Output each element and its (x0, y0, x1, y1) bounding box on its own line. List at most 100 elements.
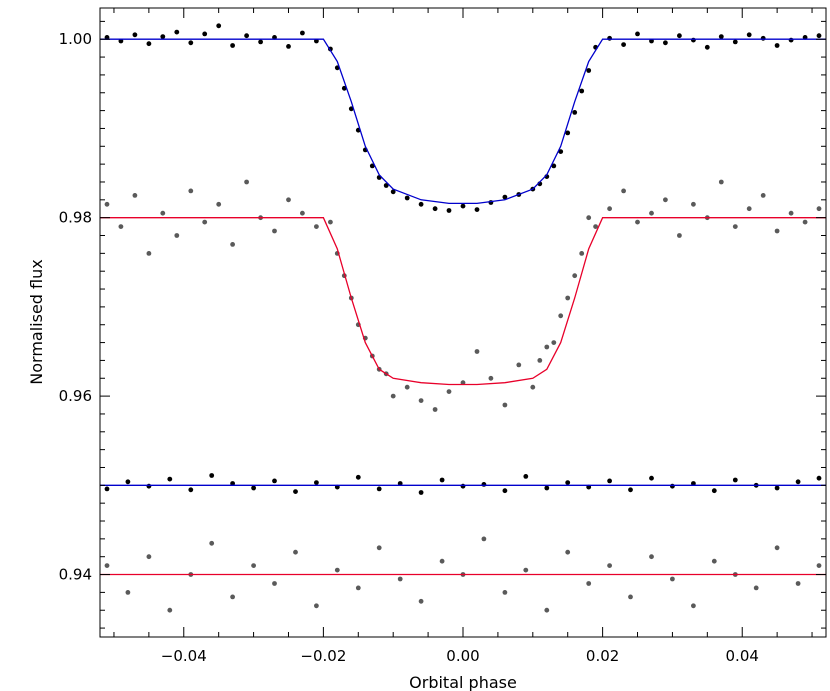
data-point (328, 219, 333, 225)
x-tick-label: 0.02 (586, 647, 619, 665)
y-tick-label: 0.94 (59, 566, 92, 584)
data-point (390, 189, 396, 195)
data-point (816, 206, 822, 212)
data-point (621, 188, 626, 194)
data-point (300, 210, 305, 216)
model-curve-1 (100, 38, 826, 205)
data-point (746, 32, 752, 38)
data-point (621, 42, 626, 47)
data-point (711, 558, 717, 564)
data-point (216, 201, 222, 207)
data-point (628, 594, 633, 600)
data-point (565, 480, 571, 485)
data-point (314, 224, 319, 230)
data-point (230, 242, 236, 247)
data-point (314, 480, 319, 485)
data-point (502, 402, 508, 408)
data-point (132, 193, 138, 198)
data-point (481, 536, 487, 542)
data-point (314, 603, 319, 609)
data-point (376, 486, 382, 492)
data-point (104, 201, 110, 207)
data-point (369, 163, 375, 169)
data-point (439, 558, 445, 564)
model-curve-3 (100, 217, 826, 386)
data-point (146, 483, 152, 489)
data-point (341, 85, 347, 91)
data-point (774, 43, 780, 48)
data-point (572, 273, 578, 279)
data-point (502, 488, 508, 494)
data-point (188, 487, 194, 493)
data-point (397, 576, 403, 582)
y-axis-title: Normalised flux (27, 259, 46, 384)
data-point (586, 68, 592, 73)
data-point (663, 197, 668, 203)
data-point (732, 477, 738, 483)
data-point (216, 23, 222, 29)
data-point (174, 29, 180, 35)
data-point (104, 486, 110, 492)
data-point (572, 110, 578, 115)
data-point (439, 477, 445, 483)
data-point (628, 487, 633, 493)
x-tick-label: 0.04 (726, 647, 759, 665)
y-tick-label: 0.98 (59, 209, 92, 227)
data-point (432, 407, 438, 412)
data-point (272, 581, 277, 586)
data-point (418, 398, 424, 403)
data-point (209, 473, 215, 478)
data-point (718, 34, 724, 39)
data-point (586, 215, 592, 221)
data-point (816, 33, 822, 39)
x-axis-title: Orbital phase (409, 673, 517, 691)
data-point (544, 485, 550, 491)
data-point (565, 295, 571, 301)
data-point (418, 598, 424, 604)
data-point (167, 476, 173, 482)
data-point (300, 30, 305, 36)
data-point (432, 206, 438, 212)
data-point (788, 210, 794, 216)
data-point (691, 201, 696, 207)
data-point (802, 219, 808, 225)
axes: −0.04 −0.02 0.00 0.02 0.04 0.94 0.96 0.98 1.00 (59, 8, 826, 665)
y-tick-label: 1.00 (59, 30, 92, 48)
data-point (230, 594, 236, 600)
data-point (649, 210, 654, 216)
data-point (732, 224, 738, 230)
data-point (558, 149, 564, 155)
data-point (230, 43, 236, 48)
data-point (272, 478, 277, 484)
data-point (474, 349, 480, 354)
data-point (551, 163, 557, 169)
data-point (188, 188, 194, 194)
data-point (551, 340, 557, 345)
data-point (691, 603, 696, 609)
x-tick-label: −0.04 (161, 647, 207, 665)
data-point (293, 549, 298, 555)
data-point (104, 563, 110, 568)
data-point (272, 228, 277, 234)
data-point (579, 251, 585, 256)
data-point (537, 358, 543, 363)
data-point (586, 581, 592, 586)
data-point (146, 554, 152, 560)
data-point (760, 35, 766, 41)
data-point (565, 130, 571, 136)
data-point (293, 489, 298, 494)
data-point (530, 384, 536, 390)
data-point (446, 208, 452, 213)
data-point (704, 44, 710, 50)
data-point (593, 224, 598, 230)
data-point (286, 197, 291, 203)
data-point (774, 485, 780, 491)
data-point (334, 567, 340, 573)
data-point (474, 207, 480, 213)
data-point (488, 375, 494, 381)
data-point (677, 233, 682, 238)
data-point (753, 585, 759, 591)
data-point (544, 344, 550, 350)
data-point (118, 224, 124, 230)
data-point (516, 362, 522, 368)
